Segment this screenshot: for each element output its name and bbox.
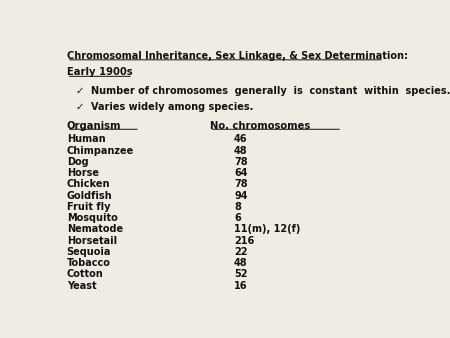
Text: Chromosomal Inheritance, Sex Linkage, & Sex Determination:: Chromosomal Inheritance, Sex Linkage, & … xyxy=(67,51,408,61)
Text: 6: 6 xyxy=(234,213,241,223)
Text: Organism: Organism xyxy=(67,121,121,131)
Text: Number of chromosomes  generally  is  constant  within  species.: Number of chromosomes generally is const… xyxy=(91,86,450,96)
Text: 216: 216 xyxy=(234,236,254,246)
Text: Cotton: Cotton xyxy=(67,269,104,279)
Text: Yeast: Yeast xyxy=(67,281,96,291)
Text: ✓: ✓ xyxy=(76,86,84,96)
Text: 46: 46 xyxy=(234,134,248,144)
Text: Mosquito: Mosquito xyxy=(67,213,117,223)
Text: Sequoia: Sequoia xyxy=(67,247,111,257)
Text: Fruit fly: Fruit fly xyxy=(67,202,110,212)
Text: 48: 48 xyxy=(234,146,248,155)
Text: 11(m), 12(f): 11(m), 12(f) xyxy=(234,224,301,234)
Text: Varies widely among species.: Varies widely among species. xyxy=(91,102,253,112)
Text: 16: 16 xyxy=(234,281,248,291)
Text: 22: 22 xyxy=(234,247,248,257)
Text: Tobacco: Tobacco xyxy=(67,258,111,268)
Text: 78: 78 xyxy=(234,179,248,189)
Text: Nematode: Nematode xyxy=(67,224,123,234)
Text: Horse: Horse xyxy=(67,168,99,178)
Text: 8: 8 xyxy=(234,202,241,212)
Text: 52: 52 xyxy=(234,269,248,279)
Text: Horsetail: Horsetail xyxy=(67,236,117,246)
Text: 48: 48 xyxy=(234,258,248,268)
Text: No. chromosomes: No. chromosomes xyxy=(210,121,310,131)
Text: Dog: Dog xyxy=(67,157,88,167)
Text: Goldfish: Goldfish xyxy=(67,191,112,200)
Text: Human: Human xyxy=(67,134,105,144)
Text: Chimpanzee: Chimpanzee xyxy=(67,146,134,155)
Text: 94: 94 xyxy=(234,191,248,200)
Text: Early 1900s: Early 1900s xyxy=(67,68,132,77)
Text: Chicken: Chicken xyxy=(67,179,110,189)
Text: ✓: ✓ xyxy=(76,102,84,112)
Text: 64: 64 xyxy=(234,168,248,178)
Text: 78: 78 xyxy=(234,157,248,167)
